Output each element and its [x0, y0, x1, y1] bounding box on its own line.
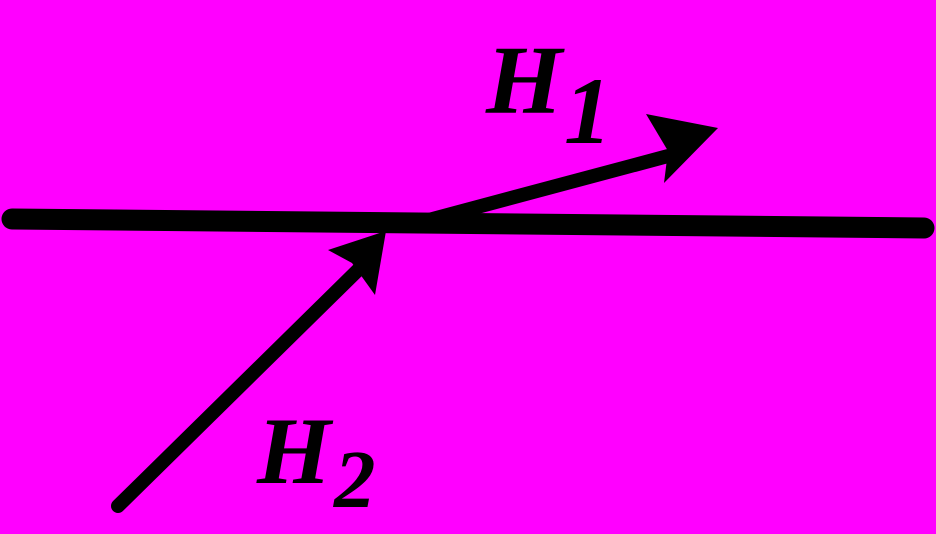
- h1-label-base: H: [485, 27, 565, 135]
- h1-label: H 1: [485, 27, 612, 164]
- vector-h1-arrowhead: [646, 114, 718, 183]
- vector-h1-shaft: [418, 149, 675, 228]
- vector-h2-arrowhead: [328, 231, 386, 295]
- h2-label-base: H: [256, 398, 334, 504]
- boundary-line: [1, 208, 935, 239]
- vector-h2-arrow: [111, 231, 386, 513]
- h1-label-subscript: 1: [564, 58, 612, 164]
- vector-h2-shaft: [111, 263, 365, 513]
- h2-label: H 2: [256, 398, 376, 525]
- vector-h1-arrow: [418, 114, 718, 228]
- boundary-line-stroke: [1, 208, 935, 239]
- h2-label-subscript: 2: [332, 433, 376, 525]
